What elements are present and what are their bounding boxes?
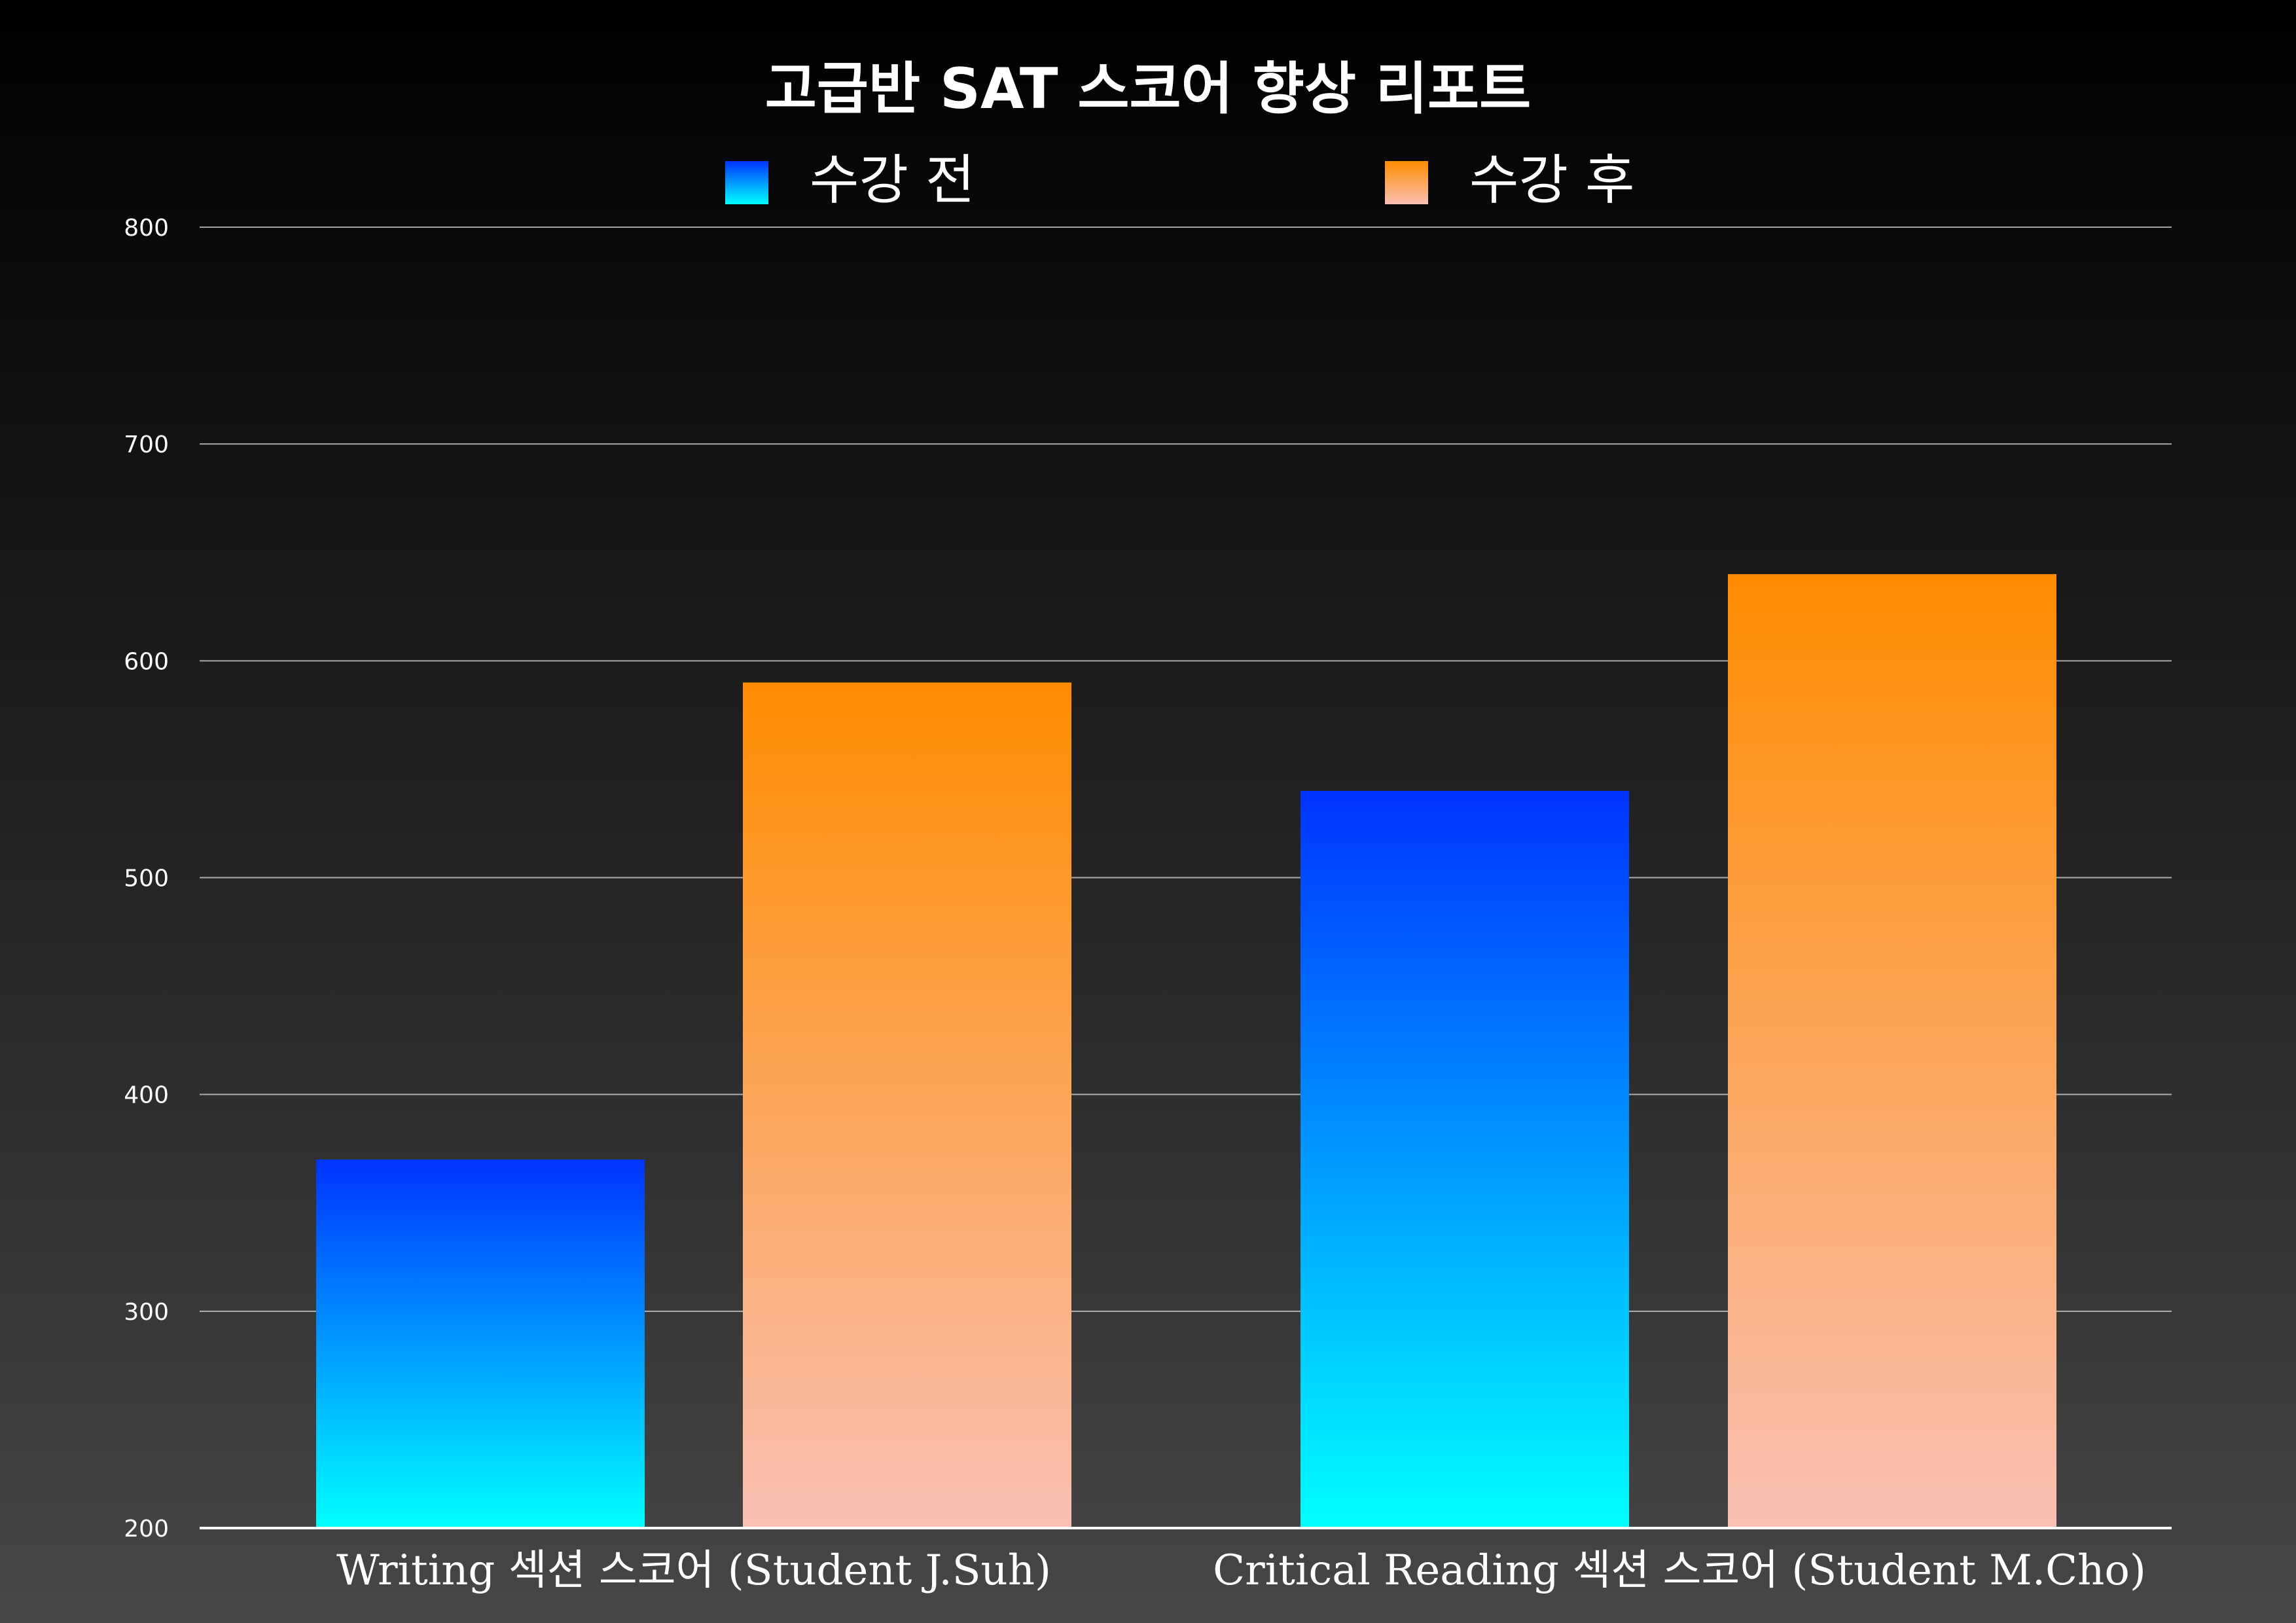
y-tick-label: 500 [124,866,169,892]
y-tick-label: 200 [124,1516,169,1542]
bar-after-1 [743,682,1071,1528]
legend-swatch [1385,161,1428,204]
chart-title: 고급반 SAT 스코어 향상 리포트 [765,56,1532,122]
bar-after-2 [1728,574,2056,1528]
x-category-label: Writing 섹션 스코어 (Student J.Suh) [336,1546,1051,1595]
y-tick-label: 400 [124,1082,169,1109]
x-category-label: Critical Reading 섹션 스코어 (Student M.Cho) [1213,1546,2146,1595]
y-tick-label: 600 [124,648,169,675]
legend: 수강 전 수강 후 [725,149,1634,211]
y-tick-label: 700 [124,431,169,458]
y-tick-label: 800 [124,215,169,242]
bar-before-2 [1300,791,1629,1528]
bar-before-1 [316,1159,645,1528]
legend-swatch [725,161,768,204]
x-axis-labels: Writing 섹션 스코어 (Student J.Suh) Critical R… [336,1546,2146,1595]
y-tick-label: 300 [124,1299,169,1326]
legend-label: 수강 전 [810,149,975,211]
y-axis: 200 300 400 500 600 700 800 [124,215,169,1542]
bars [316,574,2056,1528]
legend-label: 수강 후 [1469,149,1634,211]
